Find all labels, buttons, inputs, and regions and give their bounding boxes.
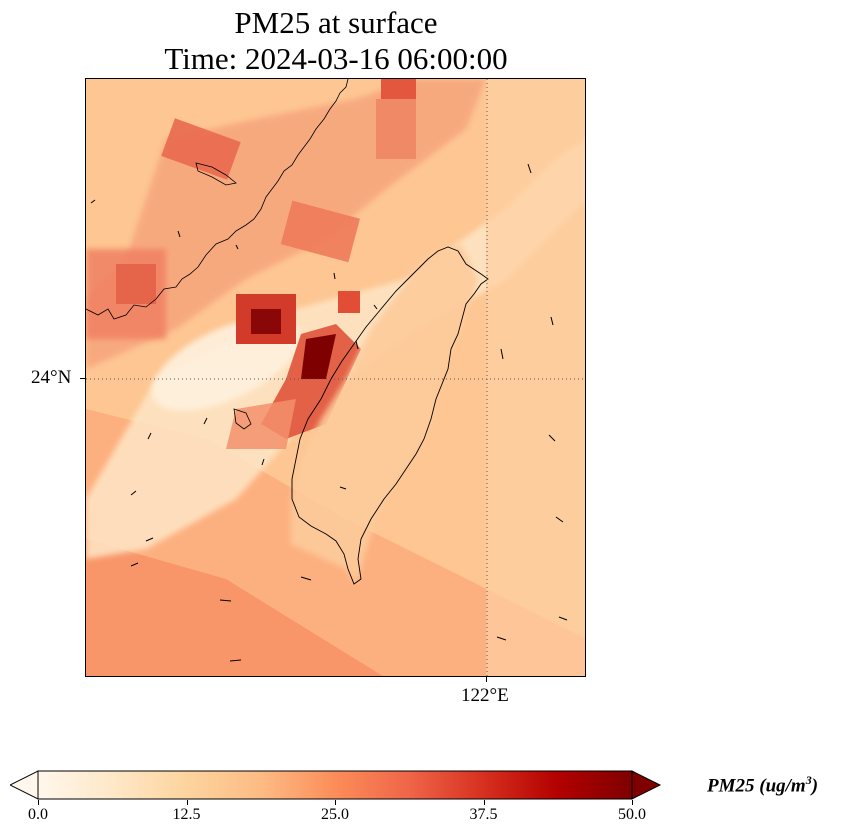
colorbar-label-exponent: 3 [805,773,812,787]
wind-vector [558,616,568,621]
colorbar [10,770,662,800]
colorbar-tick-label: 12.5 [172,806,201,823]
colorbar-tick [632,800,633,805]
colorbar-tick-label: 25.0 [321,806,349,823]
lon-tick-label: 122°E [461,685,509,706]
pm25-west-core [116,264,156,304]
wind-vectors [90,163,568,662]
colorbar-tick-label: 0.0 [28,806,48,823]
pm25-southwest-band [86,539,383,676]
wind-vector [229,659,242,662]
map-panel [85,78,586,677]
colorbar-tick [483,800,485,805]
pm25-plume-core [301,334,336,379]
pm25-island-interior [291,244,478,584]
china-coastline [86,79,349,320]
wind-vector [203,417,208,425]
wind-vector [550,316,554,326]
wind-vector [355,340,359,350]
wind-vector [496,636,507,641]
colorbar-tick-label: 50.0 [618,806,646,823]
colorbar-tick-label: 37.5 [469,806,498,823]
wind-vector [500,348,504,360]
colorbar-tick [186,800,188,805]
penghu-outline [233,408,252,430]
wind-vector [219,599,232,602]
colorbar-label: PM25 (ug/m3) [707,773,818,797]
lat-tick [80,378,85,379]
wind-vector [527,163,532,174]
pm25-plume-tail [226,399,296,449]
colorbar-tick [38,800,39,805]
wind-vector [339,486,347,490]
pm25-north-hotspot-c [376,99,416,159]
pm25-north-hotspot-d [381,79,416,99]
taiwan-coastline [291,246,489,585]
pm25-small-hotspot [338,291,360,313]
colorbar-max-extension [631,770,662,800]
colorbar-label-close: ) [811,775,819,797]
map-time: Time: 2024-03-16 06:00:00 [164,41,508,76]
map-title: PM25 at surface [234,5,438,40]
colorbar-label-text: PM25 (ug/m [707,775,806,797]
colorbar-min-extension [10,770,39,800]
wind-vector [555,516,564,523]
wind-vector [147,432,152,440]
pm25-central-core [251,309,281,334]
wind-vector [177,230,181,238]
wind-vector [90,199,96,204]
wind-vector [333,272,336,280]
colorbar-tick [335,800,336,805]
wind-vector [261,458,265,466]
pm25-field [86,79,585,676]
pm25-east-ocean [486,79,585,676]
lat-tick-label: 24°N [31,367,72,388]
pm25-north-hotspot-a [161,118,241,180]
island-outline [195,162,237,186]
wind-vector [235,244,239,250]
lon-tick [486,677,487,682]
pm25-north-hotspot-b [280,200,360,263]
wind-vector [145,537,154,542]
wind-vector [130,562,139,567]
wind-vector [373,304,378,310]
wind-vector [548,434,556,442]
wind-vector [300,576,312,581]
colorbar-gradient [37,770,633,800]
wind-vector [130,490,137,496]
